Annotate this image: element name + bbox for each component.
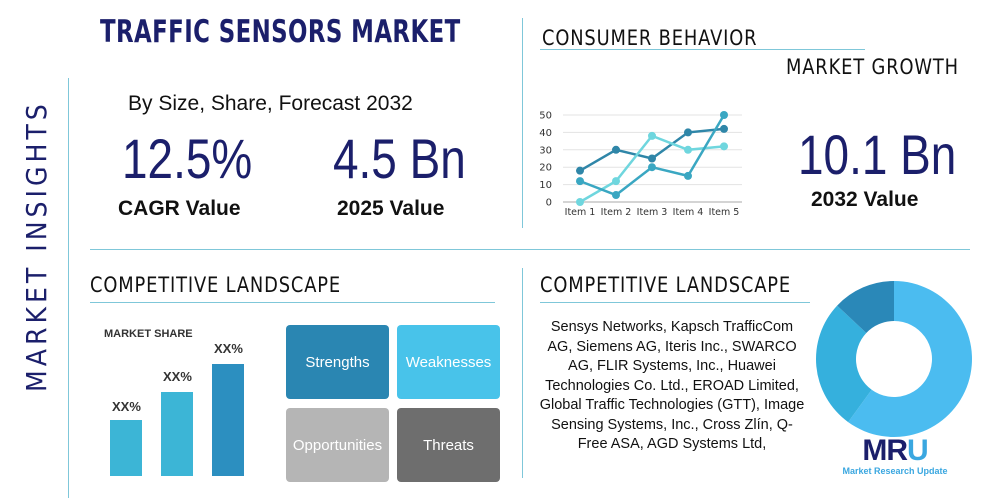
x-tick-label: Item 1 bbox=[565, 207, 596, 218]
data-point bbox=[576, 177, 584, 186]
line-chart: 0 10 20 30 40 50 Item 1 Item 2 Item 3 Item 4 Item … bbox=[539, 111, 742, 218]
logo: MRU Market Research Update bbox=[830, 434, 960, 477]
subtitle: By Size, Share, Forecast 2032 bbox=[128, 92, 413, 115]
competitive-left-underline bbox=[90, 302, 495, 303]
swot-strengths: Strengths bbox=[286, 325, 389, 399]
data-point bbox=[576, 166, 584, 175]
data-point bbox=[648, 163, 656, 172]
side-label: MARKET INSIGHTS bbox=[20, 100, 53, 392]
y-tick-label: 0 bbox=[546, 198, 552, 209]
data-point bbox=[720, 142, 728, 151]
value-2032-label: 2032 Value bbox=[811, 188, 919, 211]
data-point bbox=[684, 128, 692, 137]
data-point bbox=[684, 171, 692, 180]
bar-1 bbox=[110, 420, 142, 476]
horizontal-divider bbox=[90, 249, 970, 250]
value-2025: 4.5 Bn bbox=[333, 127, 466, 190]
left-border bbox=[68, 78, 69, 498]
market-growth-label: MARKET GROWTH bbox=[786, 55, 959, 79]
cagr-value: 12.5% bbox=[122, 127, 253, 190]
consumer-title: CONSUMER BEHAVIOR bbox=[542, 26, 758, 50]
bar-2 bbox=[161, 392, 193, 476]
data-point bbox=[720, 124, 728, 133]
x-tick-label: Item 3 bbox=[637, 207, 668, 218]
companies-list: Sensys Networks, Kapsch TrafficCom AG, S… bbox=[539, 319, 805, 452]
logo-text: Market Research Update bbox=[842, 466, 948, 476]
x-tick-label: Item 4 bbox=[673, 207, 704, 218]
value-2032: 10.1 Bn bbox=[798, 123, 957, 186]
data-point bbox=[648, 154, 656, 163]
y-tick-label: 40 bbox=[539, 128, 552, 139]
x-tick-label: Item 2 bbox=[601, 207, 632, 218]
x-tick-label: Item 5 bbox=[709, 207, 740, 218]
data-point bbox=[648, 131, 656, 140]
data-point bbox=[612, 177, 620, 186]
consumer-underline bbox=[540, 49, 865, 50]
y-tick-label: 50 bbox=[539, 111, 552, 122]
cagr-label: CAGR Value bbox=[118, 197, 241, 220]
swot-weaknesses: Weaknesses bbox=[397, 325, 500, 399]
value-2025-label: 2025 Value bbox=[337, 197, 445, 220]
swot-opportunities: Opportunities bbox=[286, 408, 389, 482]
bar-2-label: XX% bbox=[163, 369, 192, 384]
donut-slice-1 bbox=[848, 281, 972, 437]
y-tick-label: 20 bbox=[539, 163, 552, 174]
competitive-right-underline bbox=[540, 302, 810, 303]
page-title: TRAFFIC SENSORS MARKET bbox=[100, 14, 461, 50]
donut-chart bbox=[816, 281, 972, 437]
vertical-divider-2 bbox=[522, 268, 523, 478]
market-share-label: MARKET SHARE bbox=[104, 328, 193, 340]
swot-threats: Threats bbox=[397, 408, 500, 482]
y-tick-label: 10 bbox=[539, 180, 552, 191]
logo-mark: MRU bbox=[862, 434, 928, 467]
data-point bbox=[612, 191, 620, 200]
data-point bbox=[720, 111, 728, 119]
vertical-divider bbox=[522, 18, 523, 228]
competitive-left-title: COMPETITIVE LANDSCAPE bbox=[90, 273, 342, 297]
data-point bbox=[576, 198, 584, 206]
competitive-right-title: COMPETITIVE LANDSCAPE bbox=[540, 273, 792, 297]
donut-slice-3 bbox=[837, 281, 894, 333]
data-point bbox=[612, 145, 620, 154]
bar-3 bbox=[212, 364, 244, 476]
data-point bbox=[684, 145, 692, 154]
bar-1-label: XX% bbox=[112, 399, 141, 414]
bar-3-label: XX% bbox=[214, 341, 243, 356]
y-tick-label: 30 bbox=[539, 145, 552, 156]
donut-slice-2 bbox=[816, 305, 872, 423]
